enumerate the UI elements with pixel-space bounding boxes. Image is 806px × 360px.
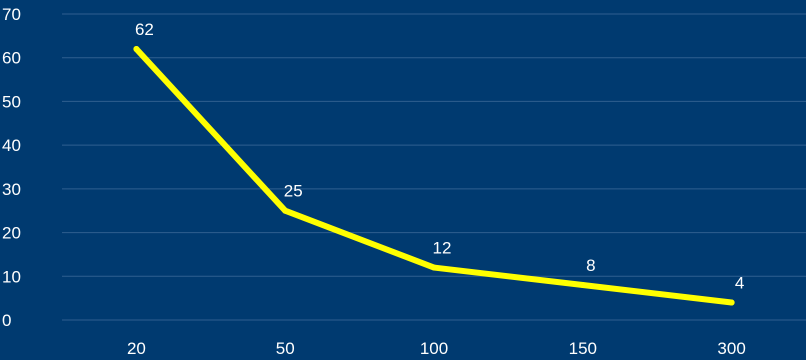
x-tick-label: 20 bbox=[127, 339, 146, 358]
data-label: 25 bbox=[284, 182, 303, 201]
y-tick-label: 0 bbox=[2, 311, 11, 330]
y-axis-ticks: 0 10 20 30 40 50 60 70 bbox=[2, 5, 21, 330]
data-points bbox=[133, 45, 735, 306]
data-label: 8 bbox=[586, 256, 595, 275]
data-point bbox=[431, 264, 437, 271]
x-axis-ticks: 20 50 100 150 300 bbox=[127, 339, 746, 358]
y-tick-label: 30 bbox=[2, 180, 21, 199]
data-labels: 62 25 12 8 4 bbox=[135, 20, 744, 293]
data-point bbox=[282, 207, 289, 214]
y-tick-label: 50 bbox=[2, 92, 21, 111]
y-tick-label: 70 bbox=[2, 5, 21, 24]
y-tick-label: 60 bbox=[2, 49, 21, 68]
series-line bbox=[133, 45, 735, 306]
data-label: 12 bbox=[433, 239, 452, 258]
data-label: 62 bbox=[135, 20, 154, 39]
x-tick-label: 50 bbox=[276, 339, 295, 358]
y-tick-label: 10 bbox=[2, 267, 21, 286]
gridlines bbox=[62, 13, 806, 321]
data-point bbox=[133, 45, 140, 52]
x-tick-label: 100 bbox=[420, 339, 448, 358]
data-point bbox=[728, 299, 735, 306]
y-tick-label: 20 bbox=[2, 224, 21, 243]
y-tick-label: 40 bbox=[2, 136, 21, 155]
data-label: 4 bbox=[735, 274, 744, 293]
x-tick-label: 300 bbox=[717, 339, 745, 358]
data-point bbox=[579, 282, 586, 289]
x-tick-label: 150 bbox=[569, 339, 597, 358]
